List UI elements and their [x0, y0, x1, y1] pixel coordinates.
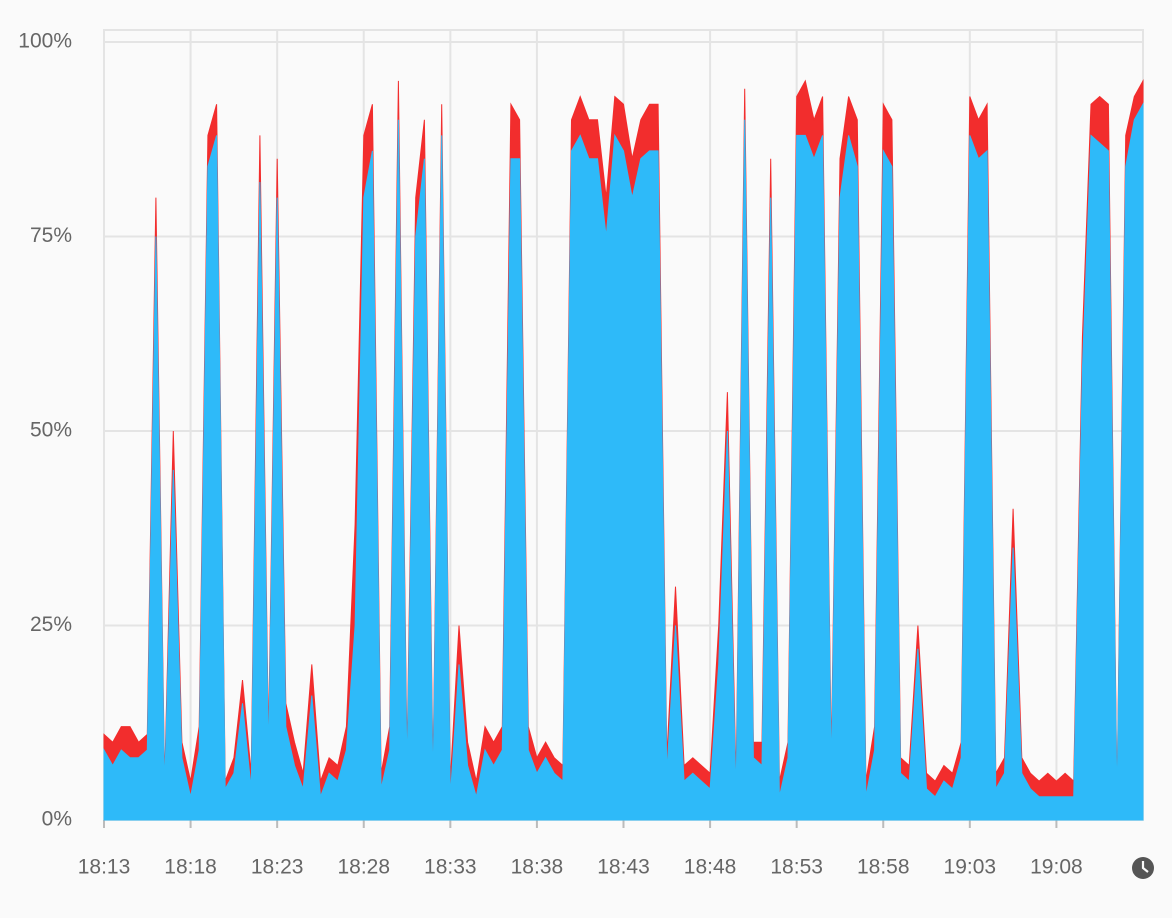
x-tick-label: 19:08 [1030, 856, 1083, 879]
y-tick-label: 0% [42, 808, 72, 831]
area-series [103, 102, 1144, 821]
x-tick-label: 18:18 [164, 856, 217, 879]
x-tick-label: 18:13 [78, 856, 131, 879]
time-icon [1132, 857, 1154, 879]
y-tick-label: 100% [18, 30, 72, 53]
y-tick-label: 25% [30, 613, 72, 636]
x-tick-label: 18:33 [424, 856, 477, 879]
x-tick-label: 18:58 [857, 856, 910, 879]
x-tick-label: 18:48 [684, 856, 737, 879]
x-tick-label: 18:28 [337, 856, 390, 879]
y-tick-label: 50% [30, 419, 72, 442]
x-tick-label: 18:38 [511, 856, 564, 879]
x-tick-label: 18:53 [770, 856, 823, 879]
x-tick-label: 18:23 [251, 856, 304, 879]
x-tick-label: 18:43 [597, 856, 650, 879]
y-tick-label: 75% [30, 224, 72, 247]
x-tick-label: 19:03 [944, 856, 997, 879]
